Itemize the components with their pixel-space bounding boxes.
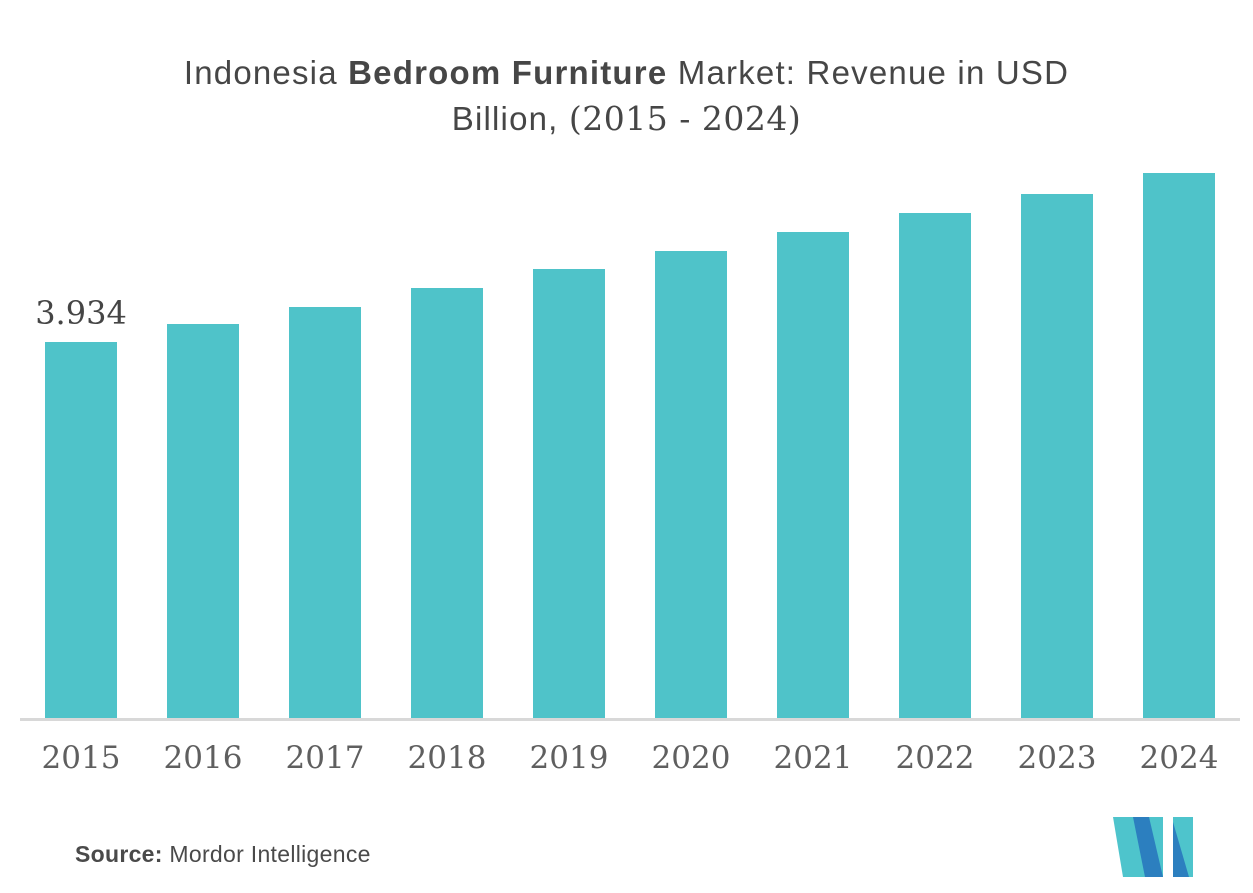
- bar-value-label: 3.934: [35, 294, 127, 333]
- x-tick-2020: 2020: [651, 740, 731, 776]
- x-tick-2019: 2019: [529, 740, 609, 776]
- source-note: Source: Mordor Intelligence: [75, 841, 371, 868]
- chart-title-line2: Billion, (2015 - 2024): [0, 96, 1253, 142]
- bar-2015: [45, 342, 117, 718]
- bar-2022: [899, 213, 971, 718]
- bar-slot: [1118, 150, 1240, 718]
- x-tick-2023: 2023: [1017, 740, 1097, 776]
- x-tick-2017: 2017: [285, 740, 365, 776]
- bar-2016: [167, 323, 239, 718]
- x-tick-2015: 2015: [41, 740, 121, 776]
- source-label: Source:: [75, 841, 163, 867]
- bar-2020: [655, 251, 727, 718]
- bar-slot: [508, 150, 630, 718]
- bar-2021: [777, 232, 849, 718]
- bar-slot: [874, 150, 996, 718]
- title-segment: Billion,: [451, 100, 569, 137]
- logo-left-diagonal: [1133, 817, 1163, 877]
- source-text: Mordor Intelligence: [162, 841, 371, 867]
- logo-right-triangle: [1173, 822, 1189, 877]
- bar-2018: [411, 288, 483, 718]
- bar-2019: [533, 269, 605, 718]
- title-segment: Market: Revenue in USD: [667, 54, 1070, 91]
- bar-slot: [630, 150, 752, 718]
- bar-2017: [289, 306, 361, 718]
- x-axis: 2015 2016 2017 2018 2019 2020 2021 2022 2023 2024: [20, 740, 1240, 776]
- bar-slot: 3.934: [20, 150, 142, 718]
- title-segment: Indonesia: [183, 54, 349, 91]
- x-tick-2024: 2024: [1139, 740, 1219, 776]
- title-segment-bold: Bedroom Furniture: [348, 54, 668, 91]
- bar-slot: [142, 150, 264, 718]
- chart-title-line1: Indonesia Bedroom Furniture Market: Reve…: [0, 50, 1253, 96]
- bar-2023: [1021, 193, 1093, 718]
- bar-slot: [752, 150, 874, 718]
- x-tick-2022: 2022: [895, 740, 975, 776]
- bar-slot: [996, 150, 1118, 718]
- x-tick-2018: 2018: [407, 740, 487, 776]
- bar-2024: [1143, 172, 1215, 718]
- x-axis-line: [20, 718, 1240, 721]
- bars-row: 3.934: [20, 150, 1240, 718]
- x-tick-2021: 2021: [773, 740, 853, 776]
- bar-slot: [264, 150, 386, 718]
- title-year-range: (2015 - 2024): [568, 99, 802, 138]
- x-tick-2016: 2016: [163, 740, 243, 776]
- chart-title: Indonesia Bedroom Furniture Market: Reve…: [0, 50, 1253, 142]
- bar-slot: [386, 150, 508, 718]
- mordor-intelligence-logo-icon: [1113, 817, 1193, 877]
